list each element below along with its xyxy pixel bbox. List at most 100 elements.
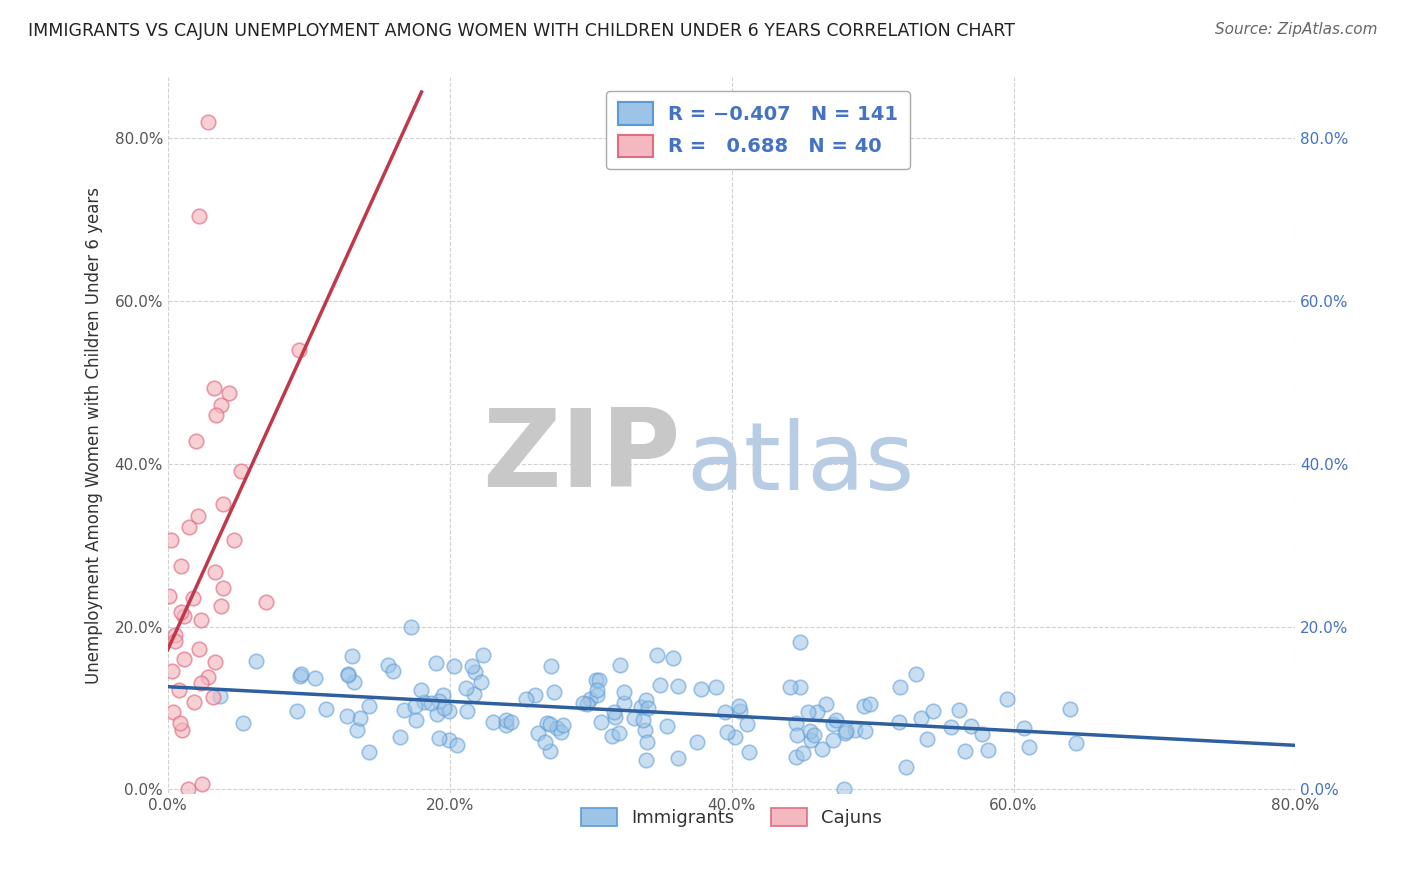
Point	[437, 704, 460, 718]
Point	[859, 698, 882, 712]
Point	[634, 723, 657, 737]
Point	[456, 681, 478, 696]
Point	[336, 708, 359, 723]
Point	[463, 687, 485, 701]
Point	[427, 731, 450, 745]
Point	[538, 716, 561, 731]
Point	[471, 648, 494, 662]
Point	[853, 699, 876, 714]
Point	[229, 464, 252, 478]
Point	[176, 782, 198, 797]
Point	[404, 699, 426, 714]
Point	[538, 743, 561, 757]
Point	[853, 723, 876, 738]
Point	[437, 733, 460, 747]
Point	[211, 497, 233, 511]
Point	[800, 733, 823, 747]
Point	[209, 398, 232, 412]
Text: Source: ZipAtlas.com: Source: ZipAtlas.com	[1215, 22, 1378, 37]
Point	[602, 705, 624, 719]
Point	[534, 735, 557, 749]
Point	[254, 595, 277, 609]
Point	[501, 714, 523, 729]
Point	[343, 674, 366, 689]
Point	[832, 782, 855, 797]
Point	[586, 683, 609, 698]
Point	[288, 668, 311, 682]
Point	[208, 689, 231, 703]
Point	[821, 717, 844, 731]
Point	[495, 718, 517, 732]
Point	[456, 704, 478, 718]
Point	[589, 715, 612, 730]
Point	[349, 711, 371, 725]
Point	[915, 731, 938, 746]
Point	[792, 746, 814, 760]
Point	[609, 658, 631, 673]
Point	[202, 381, 225, 395]
Point	[834, 726, 856, 740]
Point	[232, 716, 254, 731]
Point	[184, 434, 207, 449]
Point	[304, 671, 326, 685]
Point	[191, 777, 214, 791]
Point	[290, 667, 312, 681]
Point	[157, 589, 180, 603]
Point	[482, 714, 505, 729]
Point	[201, 690, 224, 705]
Point	[724, 730, 747, 744]
Point	[634, 752, 657, 766]
Point	[409, 683, 432, 698]
Point	[546, 721, 568, 735]
Point	[169, 716, 191, 731]
Text: IMMIGRANTS VS CAJUN UNEMPLOYMENT AMONG WOMEN WITH CHILDREN UNDER 6 YEARS CORRELA: IMMIGRANTS VS CAJUN UNEMPLOYMENT AMONG W…	[28, 22, 1015, 40]
Point	[245, 654, 267, 668]
Point	[359, 745, 381, 759]
Point	[162, 705, 184, 719]
Point	[728, 705, 751, 719]
Point	[889, 680, 911, 694]
Point	[634, 693, 657, 707]
Point	[377, 657, 399, 672]
Point	[806, 705, 828, 719]
Point	[786, 728, 808, 742]
Point	[187, 509, 209, 524]
Point	[623, 711, 645, 725]
Point	[527, 726, 550, 740]
Point	[785, 750, 807, 764]
Point	[170, 605, 193, 619]
Point	[209, 599, 232, 613]
Point	[607, 726, 630, 740]
Point	[389, 730, 412, 744]
Point	[346, 723, 368, 738]
Point	[789, 681, 811, 695]
Point	[779, 680, 801, 694]
Point	[427, 693, 450, 707]
Point	[735, 716, 758, 731]
Point	[612, 697, 634, 711]
Point	[637, 701, 659, 715]
Point	[657, 719, 679, 733]
Point	[588, 673, 610, 688]
Point	[666, 751, 689, 765]
Text: atlas: atlas	[686, 418, 915, 510]
Point	[579, 692, 602, 706]
Point	[550, 725, 572, 739]
Point	[910, 711, 932, 725]
Point	[285, 704, 308, 718]
Point	[426, 707, 449, 722]
Point	[821, 732, 844, 747]
Point	[825, 714, 848, 728]
Point	[382, 664, 405, 678]
Point	[706, 681, 728, 695]
Point	[662, 651, 685, 665]
Point	[204, 565, 226, 579]
Point	[572, 696, 595, 710]
Point	[835, 724, 858, 739]
Point	[995, 692, 1018, 706]
Point	[425, 656, 447, 670]
Point	[197, 115, 219, 129]
Point	[433, 700, 456, 714]
Point	[212, 581, 235, 595]
Point	[976, 743, 998, 757]
